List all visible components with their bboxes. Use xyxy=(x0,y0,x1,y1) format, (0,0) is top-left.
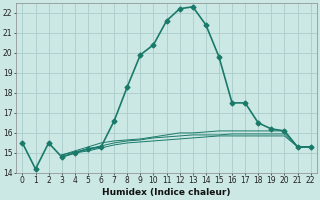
X-axis label: Humidex (Indice chaleur): Humidex (Indice chaleur) xyxy=(102,188,231,197)
